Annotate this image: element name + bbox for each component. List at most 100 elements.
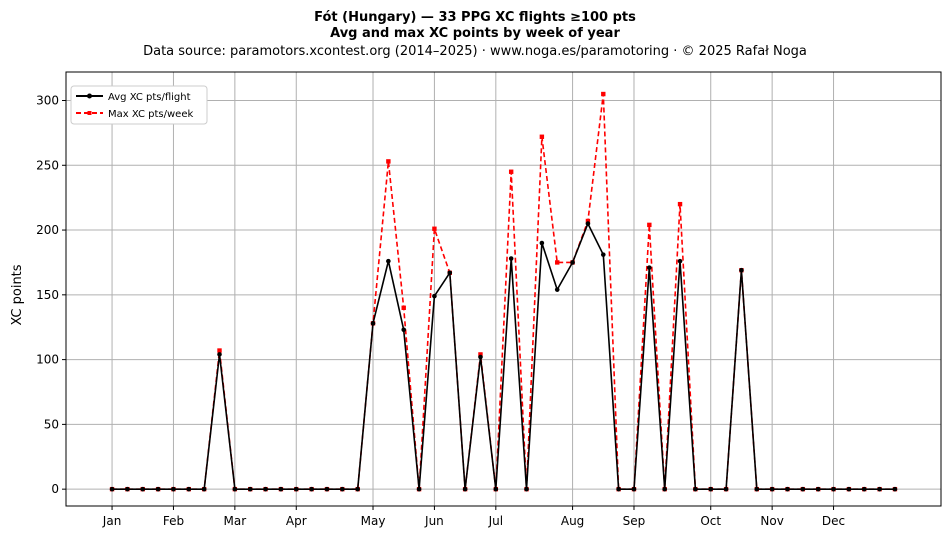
legend-box <box>70 85 208 125</box>
legend: Avg XC pts/flight Max XC pts/week <box>70 85 208 125</box>
data-point-avg <box>677 258 683 264</box>
x-tick-label: Jan <box>102 514 122 528</box>
data-point-avg <box>785 486 790 492</box>
data-point-max <box>555 260 560 265</box>
data-point-avg <box>324 486 330 492</box>
data-point-avg <box>554 287 560 292</box>
series-line-avg <box>112 222 895 491</box>
data-point-avg <box>401 327 407 333</box>
plot-frame <box>65 71 942 507</box>
data-point-avg <box>892 486 898 492</box>
data-point-max <box>508 169 514 174</box>
data-point-avg <box>600 252 606 257</box>
legend-marker-avg <box>87 93 92 99</box>
series-layer <box>109 91 898 492</box>
data-point-avg <box>340 486 345 492</box>
data-point-max <box>478 352 483 357</box>
y-tick-label: 300 <box>36 94 59 108</box>
data-point-max <box>386 159 391 164</box>
data-point-avg <box>247 486 253 492</box>
legend-marker-max <box>87 111 92 115</box>
x-tick-label: Mar <box>224 514 247 528</box>
data-point-avg <box>386 258 391 264</box>
data-point-avg <box>723 486 729 492</box>
data-point-avg <box>693 486 698 492</box>
x-tick-label: Feb <box>163 514 184 528</box>
x-tick-label: Sep <box>623 514 646 528</box>
data-point-avg <box>754 486 760 492</box>
data-point-avg <box>447 270 453 276</box>
data-point-avg <box>155 486 161 492</box>
data-point-max <box>401 305 406 310</box>
data-point-max <box>217 348 222 353</box>
data-point-avg <box>263 486 268 492</box>
data-point-avg <box>416 486 422 492</box>
data-point-avg <box>217 352 222 357</box>
legend-label-max: Max XC pts/week <box>108 109 193 120</box>
data-point-avg <box>769 486 775 492</box>
data-point-avg <box>524 486 529 492</box>
data-point-avg <box>278 486 284 492</box>
data-point-avg <box>739 267 744 273</box>
data-point-avg <box>508 256 514 261</box>
y-axis-label: XC points <box>10 264 25 325</box>
data-point-avg <box>662 486 667 492</box>
data-point-avg <box>539 240 545 246</box>
x-tick-label: May <box>361 514 386 528</box>
data-point-avg <box>109 486 115 492</box>
legend-label-avg: Avg XC pts/flight <box>108 92 191 103</box>
data-point-avg <box>616 486 621 492</box>
chart-title: Fót (Hungary) — 33 PPG XC flights ≥100 p… <box>314 10 636 25</box>
axis-ticks: Jan Feb Mar Apr May Jun Jul Aug Sep Oct Nov Dec 0 50 1… <box>36 94 845 528</box>
data-point-max <box>601 91 606 97</box>
data-point-avg <box>861 486 867 492</box>
data-point-avg <box>232 486 238 492</box>
data-point-avg <box>355 486 360 492</box>
y-tick-label: 150 <box>36 288 59 302</box>
data-point-avg <box>708 486 714 492</box>
chart-subtitle: Avg and max XC points by week of year <box>330 26 620 41</box>
data-point-avg <box>186 486 192 492</box>
x-tick-label: Dec <box>822 514 845 528</box>
x-tick-label: Jul <box>488 514 503 528</box>
chart-source-note: Data source: paramotors.xcontest.org (20… <box>143 44 807 59</box>
data-point-max <box>677 201 683 207</box>
data-point-avg <box>800 486 806 492</box>
x-tick-label: Jun <box>424 514 444 528</box>
y-tick-label: 0 <box>51 482 59 496</box>
data-point-avg <box>877 486 882 492</box>
data-point-max <box>539 134 545 139</box>
data-point-max <box>647 222 652 228</box>
data-point-avg <box>201 486 207 492</box>
data-point-max <box>432 226 437 231</box>
data-point-avg <box>309 486 314 492</box>
x-tick-label: Apr <box>286 514 307 528</box>
data-point-avg <box>815 486 821 492</box>
data-point-avg <box>140 486 146 492</box>
x-tick-label: Nov <box>760 514 783 528</box>
y-tick-label: 250 <box>36 158 59 172</box>
data-point-max <box>585 218 591 224</box>
data-point-avg <box>585 221 591 226</box>
data-point-avg <box>647 265 652 270</box>
data-point-avg <box>478 354 483 360</box>
x-tick-label: Oct <box>700 514 721 528</box>
data-point-avg <box>631 486 637 492</box>
data-point-avg <box>171 486 176 492</box>
data-point-avg <box>493 486 499 492</box>
y-tick-label: 200 <box>36 223 59 237</box>
series-line-max <box>112 93 895 491</box>
y-tick-label: 50 <box>44 417 59 431</box>
data-point-avg <box>831 486 836 492</box>
data-point-avg <box>370 321 376 326</box>
y-tick-label: 100 <box>36 353 59 367</box>
data-point-avg <box>846 486 852 492</box>
data-point-avg <box>570 260 575 265</box>
x-tick-label: Aug <box>561 514 584 528</box>
data-point-avg <box>432 293 437 299</box>
data-point-avg <box>462 486 468 492</box>
grid <box>66 72 941 506</box>
data-point-avg <box>125 486 130 492</box>
data-point-avg <box>293 486 299 492</box>
